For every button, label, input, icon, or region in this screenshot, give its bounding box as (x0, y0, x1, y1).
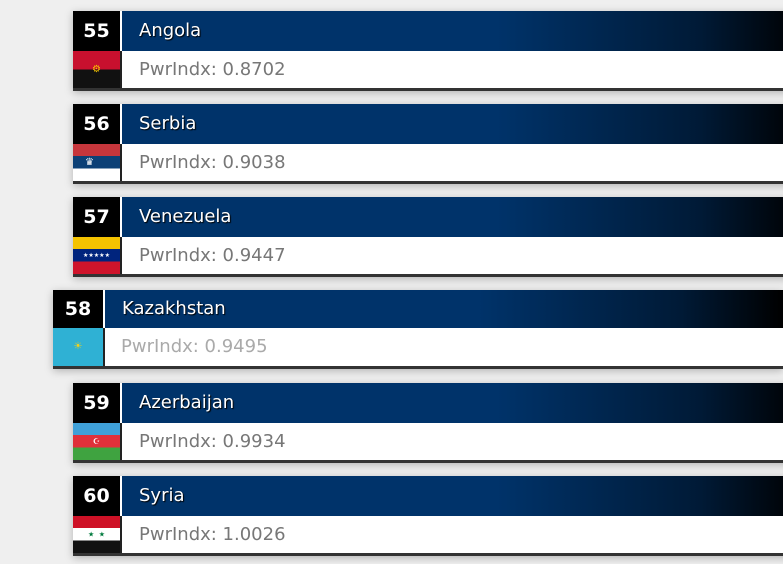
syria-flag-icon: ★ ★ (73, 516, 122, 553)
rank-number: 58 (53, 290, 105, 328)
ranking-card-syria[interactable]: 60 Syria ★ ★ PwrIndx: 1.0026 (73, 476, 783, 556)
rank-number: 55 (73, 11, 122, 51)
rank-number: 59 (73, 383, 122, 423)
power-index: PwrIndx: 1.0026 (139, 524, 286, 545)
ranking-card-angola[interactable]: 55 Angola ⚙ PwrIndx: 0.8702 (73, 11, 783, 91)
rank-number: 57 (73, 197, 122, 237)
ranking-card-serbia[interactable]: 56 Serbia ♛ PwrIndx: 0.9038 (73, 104, 783, 184)
rank-number: 56 (73, 104, 122, 144)
serbia-flag-icon: ♛ (73, 144, 122, 181)
azerbaijan-flag-icon: ☪ (73, 423, 122, 460)
kazakhstan-flag-icon: ☀ (53, 328, 105, 366)
power-index: PwrIndx: 0.9447 (139, 245, 286, 266)
ranking-card-kazakhstan[interactable]: 58 Kazakhstan ☀ PwrIndx: 0.9495 (53, 290, 783, 369)
power-index: PwrIndx: 0.9495 (121, 336, 268, 357)
country-name: Kazakhstan (105, 290, 783, 328)
ranking-card-venezuela[interactable]: 57 Venezuela ★★★★★ PwrIndx: 0.9447 (73, 197, 783, 277)
ranking-card-azerbaijan[interactable]: 59 Azerbaijan ☪ PwrIndx: 0.9934 (73, 383, 783, 463)
power-index: PwrIndx: 0.9038 (139, 152, 286, 173)
power-index: PwrIndx: 0.8702 (139, 59, 286, 80)
venezuela-flag-icon: ★★★★★ (73, 237, 122, 274)
angola-flag-icon: ⚙ (73, 51, 122, 88)
country-name: Azerbaijan (122, 383, 783, 423)
country-name: Venezuela (122, 197, 783, 237)
rank-number: 60 (73, 476, 122, 516)
country-name: Serbia (122, 104, 783, 144)
power-index: PwrIndx: 0.9934 (139, 431, 286, 452)
country-name: Angola (122, 11, 783, 51)
country-name: Syria (122, 476, 783, 516)
